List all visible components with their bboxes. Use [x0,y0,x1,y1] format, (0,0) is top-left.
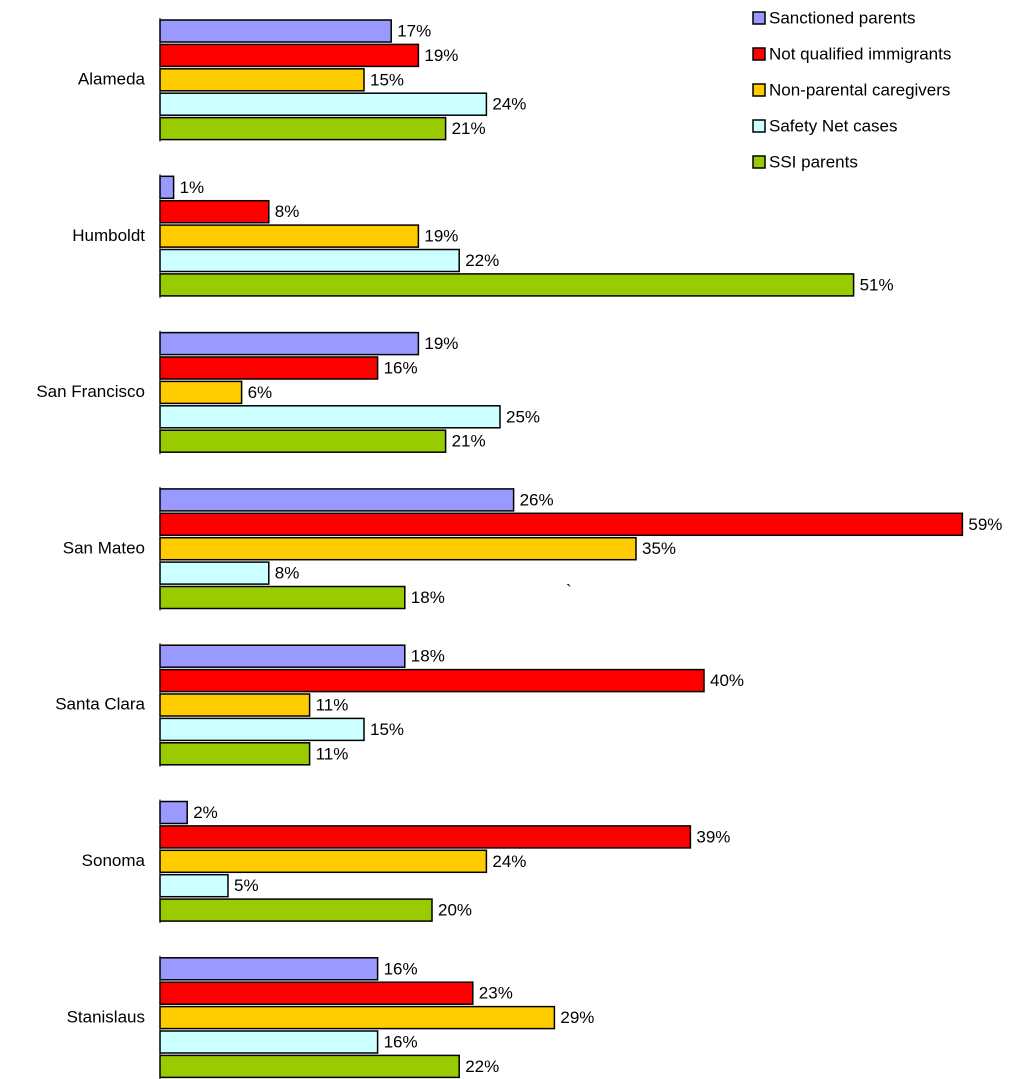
value-label: 20% [438,901,472,920]
bar [159,561,270,585]
bar [159,1030,379,1054]
bar [159,536,637,561]
value-label: 24% [492,852,526,871]
value-label: 18% [411,647,445,666]
value-label: 21% [452,432,486,451]
bar [159,380,243,405]
value-label: 22% [465,251,499,270]
category-label: San Mateo [63,538,145,557]
bar [159,849,488,874]
bar [159,429,447,453]
legend-swatch [752,155,766,169]
bar [159,175,175,200]
value-label: 16% [384,959,418,978]
bar [159,825,692,849]
value-label: 26% [520,490,554,509]
value-label: 19% [424,46,458,65]
value-label: 11% [316,695,349,714]
bar [159,19,392,43]
value-label: 2% [193,803,218,822]
value-label: 16% [384,1032,418,1051]
legend-label: SSI parents [769,152,858,171]
bar [159,644,406,668]
value-label: 17% [397,21,431,40]
value-label: 22% [465,1057,499,1076]
category-label: Stanislaus [67,1007,145,1026]
bar [159,512,964,537]
bar [159,585,406,610]
value-label: 19% [424,227,458,246]
value-label: 40% [710,671,744,690]
value-label: 25% [506,407,540,426]
value-label: 21% [452,119,486,138]
value-label: 51% [860,275,894,294]
bar [159,43,420,68]
value-label: 1% [180,178,205,197]
category-label: Sonoma [82,851,146,870]
bar [159,224,420,248]
bar [159,116,447,141]
value-label: 23% [479,984,513,1003]
legend-swatch [752,11,766,25]
value-label: 11% [316,744,349,763]
legend-label: Non-parental caregivers [769,80,950,99]
bar [159,1005,556,1030]
category-label: Humboldt [72,226,145,245]
bar [159,199,270,224]
legend-label: Sanctioned parents [769,8,916,27]
bar [159,957,379,981]
value-label: 5% [234,876,259,895]
legend-label: Safety Net cases [769,116,898,135]
bar [159,693,311,717]
value-label: 15% [370,70,404,89]
bar [159,1054,460,1079]
category-label: Santa Clara [55,695,145,714]
category-label: Alameda [78,69,146,88]
value-label: 39% [696,827,730,846]
bar [159,981,474,1005]
legend-swatch [752,83,766,97]
value-label: 15% [370,720,404,739]
bar [159,405,501,429]
category-label: San Francisco [36,382,145,401]
bar [159,331,420,356]
legend-swatch [752,119,766,133]
legend-swatch [752,47,766,61]
bar [159,68,365,92]
annotation: ` [566,581,572,600]
value-label: 8% [275,202,300,221]
bar [159,356,379,380]
bar [159,92,488,116]
bar [159,742,311,766]
bar [159,873,229,898]
bar [159,898,433,922]
bar [159,717,365,742]
value-label: 19% [424,334,458,353]
bar [159,668,705,693]
value-label: 59% [968,515,1002,534]
bar [159,488,515,512]
bar [159,248,460,273]
value-label: 24% [492,95,526,114]
value-label: 16% [384,358,418,377]
value-label: 18% [411,588,445,607]
bar [159,273,855,297]
legend-label: Not qualified immigrants [769,44,951,63]
value-label: 29% [560,1008,594,1027]
value-label: 6% [248,383,273,402]
bar [159,800,188,825]
value-label: 35% [642,539,676,558]
value-label: 8% [275,564,300,583]
